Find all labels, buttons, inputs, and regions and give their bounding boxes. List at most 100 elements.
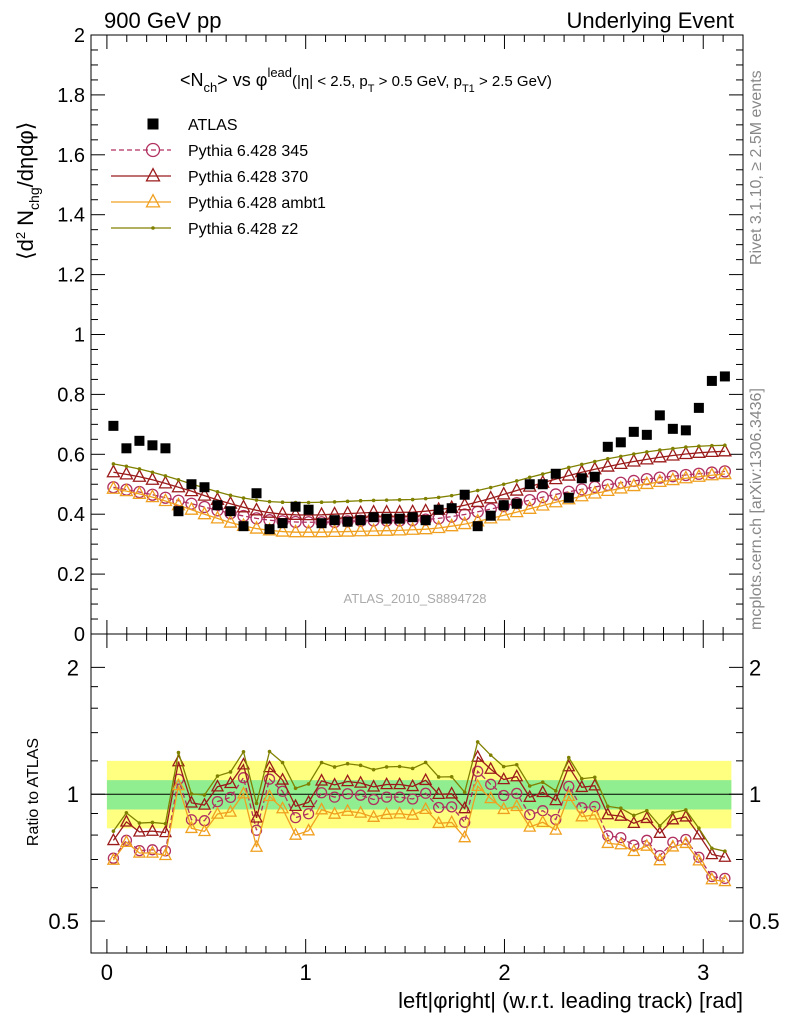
ratio-point (498, 789, 510, 802)
ratio-point (262, 759, 277, 773)
ratio-point (145, 845, 160, 858)
ratio-point (184, 820, 199, 834)
ratio-point (433, 801, 445, 814)
atlas-data-point (511, 498, 522, 509)
legend-label: Pythia 6.428 ambt1 (188, 195, 326, 212)
ratio-point (275, 801, 290, 814)
chart-title: <Nch> vs φlead(|η| < 2.5, pT > 0.5 GeV, … (180, 65, 552, 95)
ratio-point (341, 788, 354, 800)
data-point (145, 471, 160, 485)
ratio-point (705, 846, 719, 860)
y-tick-label: 0.6 (57, 444, 85, 466)
ratio-plot-frame (90, 633, 744, 954)
ratio-line (112, 785, 725, 883)
ratio-point (723, 849, 727, 853)
ratio-point (475, 740, 480, 744)
title-part: ch (204, 80, 218, 95)
ratio-point (197, 823, 212, 837)
ratio-point (410, 766, 415, 771)
x-tick-label: 3 (697, 960, 709, 985)
ratio-y-tick-label-right: 0.5 (749, 909, 780, 934)
ratio-point (280, 760, 285, 765)
atlas-data-point (550, 468, 561, 479)
data-point (640, 473, 653, 486)
atlas-data-point (121, 443, 132, 454)
data-point (306, 500, 311, 505)
data-point (710, 443, 714, 448)
data-point (288, 506, 303, 520)
atlas-data-point (641, 429, 652, 440)
ratio-point (224, 791, 237, 804)
data-point (371, 498, 376, 503)
atlas-data-point (693, 402, 704, 413)
data-point (652, 449, 667, 463)
y-tick-label: 0.4 (57, 504, 85, 526)
atlas-data-point (264, 524, 275, 535)
ratio-point (601, 807, 615, 820)
data-point (288, 524, 303, 538)
legend-marker (145, 193, 161, 208)
ratio-point (514, 762, 519, 767)
atlas-data-point (134, 435, 145, 446)
ratio-point (406, 807, 420, 820)
ratio-point (210, 779, 225, 792)
ratio-point (718, 849, 732, 862)
atlas-data-point (199, 482, 210, 493)
atlas-data-point (420, 515, 431, 526)
ratio-point (471, 749, 485, 762)
ratio-point (705, 872, 719, 885)
ratio-point (510, 798, 524, 812)
data-point (717, 465, 732, 480)
series-line (113, 444, 725, 504)
ratio-point (692, 853, 706, 866)
data-point (678, 445, 693, 460)
atlas-data-point (472, 521, 483, 532)
title-part: (|η| < 2.5, p (292, 73, 368, 90)
y-tick-label: 1.4 (57, 205, 85, 227)
data-point (613, 455, 628, 470)
ratio-point (472, 765, 484, 777)
data-point (159, 491, 172, 504)
data-point (397, 498, 402, 502)
ratio-point (119, 814, 134, 827)
data-point (210, 510, 225, 524)
title-part: > vs φ (217, 70, 267, 90)
ratio-point (614, 808, 628, 821)
ratio-point (510, 769, 524, 782)
ratio-point (627, 815, 641, 829)
ratio-point (319, 760, 324, 765)
ratio-point (458, 829, 472, 843)
ratio-point (562, 788, 576, 802)
ratio-point (237, 772, 250, 784)
data-point (665, 447, 680, 461)
ratio-point (106, 832, 120, 846)
ratio-y-tick-label: 0.5 (48, 909, 79, 934)
data-point (475, 488, 480, 493)
ratio-point (185, 814, 198, 826)
ratio-point (679, 809, 693, 822)
ratio-point (575, 779, 589, 793)
data-point (639, 451, 654, 465)
data-point (691, 444, 706, 458)
analysis-watermark: ATLAS_2010_S8894728 (344, 591, 487, 606)
ratio-point (380, 806, 394, 820)
ratio-point (719, 872, 731, 885)
ratio-point (158, 847, 173, 861)
data-point (496, 507, 511, 521)
ratio-point (406, 793, 419, 805)
data-point (236, 499, 251, 513)
atlas-data-point (355, 515, 366, 526)
atlas-data-point (433, 504, 444, 515)
data-point (132, 485, 147, 499)
atlas-data-point (108, 420, 119, 431)
data-point (249, 502, 264, 516)
atlas-data-point (602, 441, 613, 452)
atlas-data-point (498, 500, 509, 511)
data-point (341, 515, 354, 528)
atlas-data-point (576, 473, 587, 484)
data-point (301, 524, 316, 538)
ratio-point (697, 826, 701, 831)
data-point (436, 495, 441, 500)
data-point (340, 523, 355, 537)
legend-label: Pythia 6.428 z2 (188, 221, 298, 238)
